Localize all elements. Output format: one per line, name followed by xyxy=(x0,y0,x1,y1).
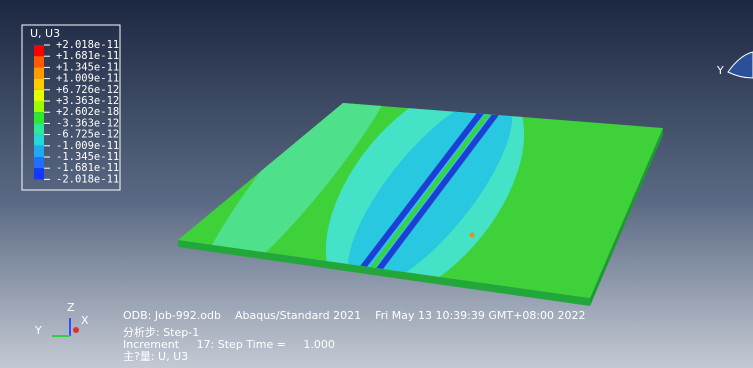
legend-label: +3.363e-12 xyxy=(56,95,119,107)
legend-swatch xyxy=(34,56,44,67)
legend-swatch xyxy=(34,90,44,101)
legend-swatch xyxy=(34,67,44,78)
triad-label: Y xyxy=(716,64,724,77)
step-info: 分析步: Step-1 xyxy=(123,325,199,339)
legend-label: +2.602e-18 xyxy=(56,106,119,118)
legend-label: -3.363e-12 xyxy=(56,117,119,129)
legend-swatch xyxy=(34,79,44,90)
legend-swatch xyxy=(34,157,44,168)
legend-label: +1.681e-11 xyxy=(56,50,119,62)
triad-label: X xyxy=(81,314,89,327)
legend-swatch xyxy=(34,146,44,157)
legend: U, U3 +2.018e-11+1.681e-11+1.345e-11+1.0… xyxy=(22,25,120,190)
legend-label: +1.009e-11 xyxy=(56,73,119,85)
legend-swatch xyxy=(34,112,44,123)
legend-label: -1.681e-11 xyxy=(56,162,119,174)
legend-label: +6.726e-12 xyxy=(56,84,119,96)
legend-label: -1.345e-11 xyxy=(56,151,119,163)
legend-swatch xyxy=(34,135,44,146)
odb-info: ODB: Job-992.odb Abaqus/Standard 2021 Fr… xyxy=(123,309,586,322)
variable-info: 主?量: U, U3 xyxy=(123,350,188,363)
legend-label: +2.018e-11 xyxy=(56,39,119,51)
triad-label: Z xyxy=(67,301,75,314)
legend-swatch xyxy=(34,101,44,112)
legend-swatch xyxy=(34,168,44,179)
legend-label: +1.345e-11 xyxy=(56,61,119,73)
legend-label: -1.009e-11 xyxy=(56,140,119,152)
legend-swatch xyxy=(34,123,44,134)
legend-label: -6.725e-12 xyxy=(56,129,119,141)
viewport: U, U3 +2.018e-11+1.681e-11+1.345e-11+1.0… xyxy=(0,0,753,368)
legend-swatch xyxy=(34,45,44,56)
triad-label: Y xyxy=(34,324,42,337)
legend-label: -2.018e-11 xyxy=(56,173,119,185)
